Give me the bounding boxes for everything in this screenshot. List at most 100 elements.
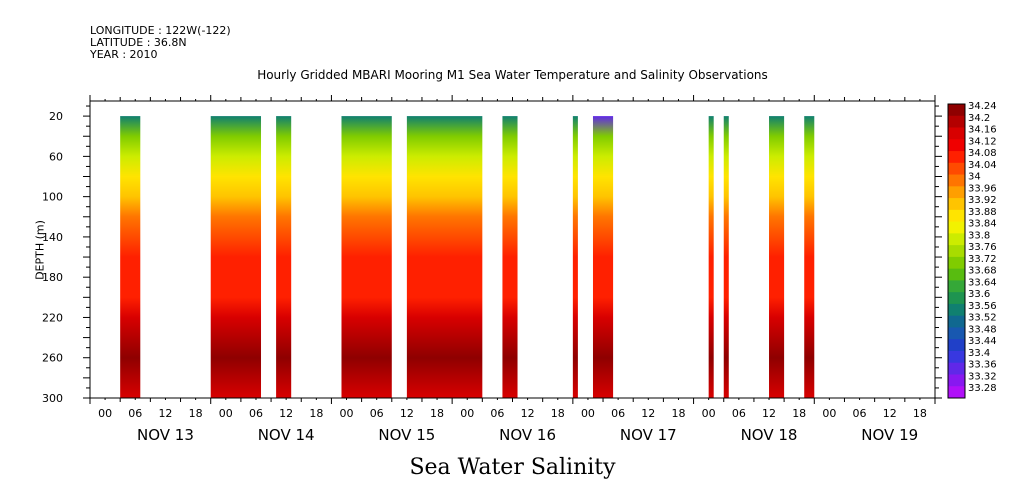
data-band	[210, 116, 262, 399]
data-band	[769, 116, 785, 399]
y-tick-label: 220	[42, 311, 63, 324]
colorbar-swatch	[948, 245, 965, 258]
colorbar-label: 33.32	[968, 371, 997, 382]
x-day-label: NOV 14	[258, 426, 315, 444]
x-tick-label: 18	[913, 407, 927, 420]
data-band	[592, 116, 614, 399]
colorbar-swatch	[948, 315, 965, 328]
x-tick-label: 12	[641, 407, 655, 420]
data-band	[572, 116, 578, 399]
colorbar-label: 33.28	[968, 383, 997, 394]
colorbar-label: 34.24	[968, 101, 997, 112]
colorbar-label: 33.88	[968, 207, 997, 218]
data-band	[406, 116, 483, 399]
colorbar-swatch	[948, 209, 965, 223]
colorbar-label: 33.36	[968, 360, 997, 371]
data-band	[341, 116, 392, 399]
x-tick-label: 18	[792, 407, 806, 420]
colorbar-label: 33.92	[968, 195, 997, 206]
x-tick-label: 18	[189, 407, 203, 420]
data-band	[276, 116, 292, 399]
colorbar-label: 33.6	[968, 289, 990, 300]
colorbar-label: 34.04	[968, 160, 997, 171]
x-tick-label: 06	[732, 407, 746, 420]
colorbar-swatch	[948, 221, 965, 234]
x-day-label: NOV 17	[620, 426, 677, 444]
data-band	[723, 116, 729, 399]
longitude-label: LONGITUDE : 122W(-122)	[90, 24, 231, 37]
x-tick-label: 00	[822, 407, 836, 420]
colorbar-label: 34.12	[968, 136, 997, 147]
axes: 00 06 12 18 NOV 13 00 06 12 18 NOV 14 00 06 12 18 NOV …	[42, 95, 942, 444]
colorbar-swatch	[948, 233, 965, 246]
colorbar-label: 33.72	[968, 254, 997, 265]
colorbar-swatch	[948, 374, 965, 387]
x-tick-label: 00	[98, 407, 112, 420]
x-tick-label: 06	[370, 407, 384, 420]
data-band	[502, 116, 518, 399]
colorbar-swatch	[948, 362, 965, 375]
colorbar-label: 33.64	[968, 277, 997, 288]
x-day-label: NOV 19	[861, 426, 918, 444]
x-tick-label: 06	[490, 407, 504, 420]
colorbar-frame	[947, 103, 966, 399]
colorbar-label: 34	[968, 172, 981, 183]
colorbar-swatch	[948, 115, 965, 129]
latitude-label: LATITUDE : 36.8N	[90, 36, 187, 49]
x-tick-label: 06	[853, 407, 867, 420]
colorbar-swatch	[948, 127, 965, 140]
x-day-label: NOV 16	[499, 426, 556, 444]
x-tick-label: 06	[128, 407, 142, 420]
x-tick-label: 12	[158, 407, 172, 420]
year-label: YEAR : 2010	[90, 48, 158, 61]
colorbar-swatch	[948, 268, 965, 281]
x-tick-label: 12	[521, 407, 535, 420]
variable-title: Sea Water Salinity	[409, 455, 616, 480]
colorbar-swatch	[948, 151, 965, 164]
colorbar-swatch	[948, 327, 965, 340]
y-tick-label: 260	[42, 352, 63, 365]
colorbar-swatch	[948, 174, 965, 187]
data-band	[120, 116, 141, 399]
colorbar-swatch	[948, 350, 965, 364]
y-tick-label: 20	[49, 110, 63, 123]
y-tick-label: 300	[42, 392, 63, 405]
x-tick-label: 18	[309, 407, 323, 420]
x-tick-label: 00	[340, 407, 354, 420]
colorbar-label: 33.96	[968, 183, 997, 194]
colorbar-label: 33.84	[968, 219, 997, 230]
colorbar-swatch	[948, 292, 965, 305]
colorbar-swatch	[948, 303, 965, 317]
x-tick-label: 18	[671, 407, 685, 420]
colorbar-label: 33.4	[968, 348, 990, 359]
x-day-label: NOV 13	[137, 426, 194, 444]
colorbar: 34.2434.234.1634.1234.0834.043433.9633.9…	[947, 101, 997, 399]
colorbar-swatch	[948, 186, 965, 199]
chart-title: Hourly Gridded MBARI Mooring M1 Sea Wate…	[257, 68, 768, 82]
colorbar-label: 33.76	[968, 242, 997, 253]
x-tick-label: 18	[430, 407, 444, 420]
y-tick-label: 180	[42, 271, 63, 284]
x-tick-label: 00	[581, 407, 595, 420]
x-tick-label: 00	[219, 407, 233, 420]
colorbar-label: 33.44	[968, 336, 997, 347]
colorbar-label: 33.52	[968, 313, 997, 324]
colorbar-label: 34.2	[968, 113, 990, 124]
x-tick-label: 12	[279, 407, 293, 420]
data-band	[708, 116, 714, 399]
colorbar-label: 33.48	[968, 324, 997, 335]
x-day-label: NOV 18	[741, 426, 798, 444]
colorbar-swatch	[948, 104, 965, 117]
y-tick-label: 140	[42, 231, 63, 244]
x-tick-label: 12	[400, 407, 414, 420]
colorbar-label: 34.08	[968, 148, 997, 159]
colorbar-swatch	[948, 280, 965, 293]
x-tick-label: 18	[551, 407, 565, 420]
x-tick-label: 06	[611, 407, 625, 420]
colorbar-label: 33.8	[968, 230, 990, 241]
colorbar-label: 34.16	[968, 125, 997, 136]
x-tick-label: 12	[762, 407, 776, 420]
colorbar-swatch	[948, 386, 965, 399]
colorbar-label: 33.68	[968, 266, 997, 277]
